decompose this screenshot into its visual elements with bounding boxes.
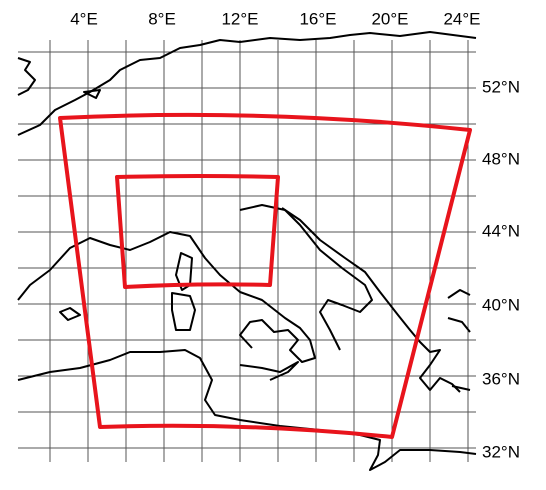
lat-label: 36°N [482,369,520,388]
lon-label: 4°E [70,9,98,28]
lon-label: 12°E [221,9,258,28]
inner-domain [115,174,280,289]
lat-label: 52°N [482,77,520,96]
latitude-labels: 52°N 48°N 44°N 40°N 36°N 32°N [482,77,520,461]
lat-label: 44°N [482,221,520,240]
lat-label: 32°N [482,442,520,461]
longitude-labels: 4°E 8°E 12°E 16°E 20°E 24°E [70,9,480,28]
outer-domain [58,112,472,439]
domains [58,112,472,439]
lat-label: 40°N [482,295,520,314]
lon-label: 24°E [443,9,480,28]
lon-label: 20°E [371,9,408,28]
lon-label: 16°E [299,9,336,28]
graticule [18,40,476,462]
coastlines [17,31,477,471]
lat-label: 48°N [482,149,520,168]
lon-label: 8°E [148,9,176,28]
